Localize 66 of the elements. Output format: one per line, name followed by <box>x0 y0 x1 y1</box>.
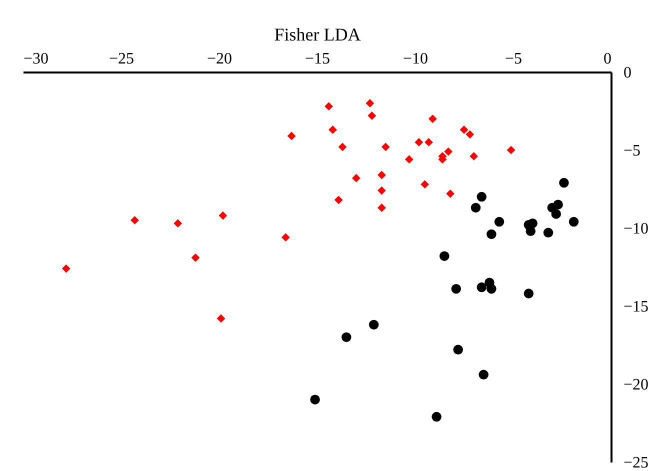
y-tick-label: −25 <box>624 454 649 471</box>
point <box>528 218 538 228</box>
point <box>424 138 433 146</box>
point <box>494 216 504 227</box>
x-tick-label: −20 <box>206 50 232 68</box>
point <box>476 192 487 202</box>
x-tick-label: −25 <box>108 50 134 68</box>
point <box>446 189 454 198</box>
y-tick-label: −10 <box>624 220 649 238</box>
point <box>368 320 379 330</box>
point <box>130 216 139 224</box>
point <box>451 284 462 294</box>
x-axis-title: Fisher LDA <box>274 24 361 44</box>
point <box>324 102 333 111</box>
point <box>216 314 226 323</box>
point <box>377 186 386 195</box>
point <box>191 253 200 262</box>
point <box>414 138 424 146</box>
point <box>478 370 488 380</box>
point <box>381 142 390 152</box>
point <box>524 288 534 298</box>
y-tick-label: −15 <box>624 298 649 316</box>
point <box>174 219 182 228</box>
point <box>466 130 474 139</box>
point <box>470 152 478 160</box>
point <box>334 196 343 204</box>
point <box>281 233 290 242</box>
point <box>543 228 554 238</box>
point <box>62 264 70 273</box>
point <box>444 147 453 156</box>
y-tick-label: 0 <box>624 64 632 82</box>
point <box>486 284 496 294</box>
point <box>377 204 386 212</box>
point <box>404 155 414 164</box>
point <box>551 209 561 219</box>
x-tick-label: −5 <box>504 50 522 68</box>
point <box>553 200 563 210</box>
point <box>506 146 516 154</box>
point <box>526 226 536 236</box>
point <box>470 202 481 213</box>
point <box>366 99 374 108</box>
point <box>352 174 360 182</box>
point <box>420 180 429 189</box>
y-tick-label: −5 <box>624 142 641 160</box>
point <box>368 111 376 120</box>
point <box>440 251 450 261</box>
point <box>559 178 569 188</box>
x-tick-label: 0 <box>604 50 612 68</box>
point <box>218 211 228 220</box>
point <box>328 126 337 134</box>
x-tick-label: −30 <box>24 50 49 68</box>
point <box>453 344 463 355</box>
point <box>287 132 296 140</box>
point <box>428 114 437 123</box>
point <box>486 229 496 240</box>
x-tick-label: −10 <box>402 50 428 68</box>
y-tick-label: −20 <box>624 376 649 394</box>
point <box>310 394 320 404</box>
point <box>476 282 487 292</box>
point <box>342 332 352 342</box>
point <box>568 216 579 227</box>
point <box>338 142 347 152</box>
x-tick-label: −15 <box>304 50 330 68</box>
point <box>377 170 386 180</box>
point <box>460 126 468 134</box>
point <box>432 412 442 422</box>
